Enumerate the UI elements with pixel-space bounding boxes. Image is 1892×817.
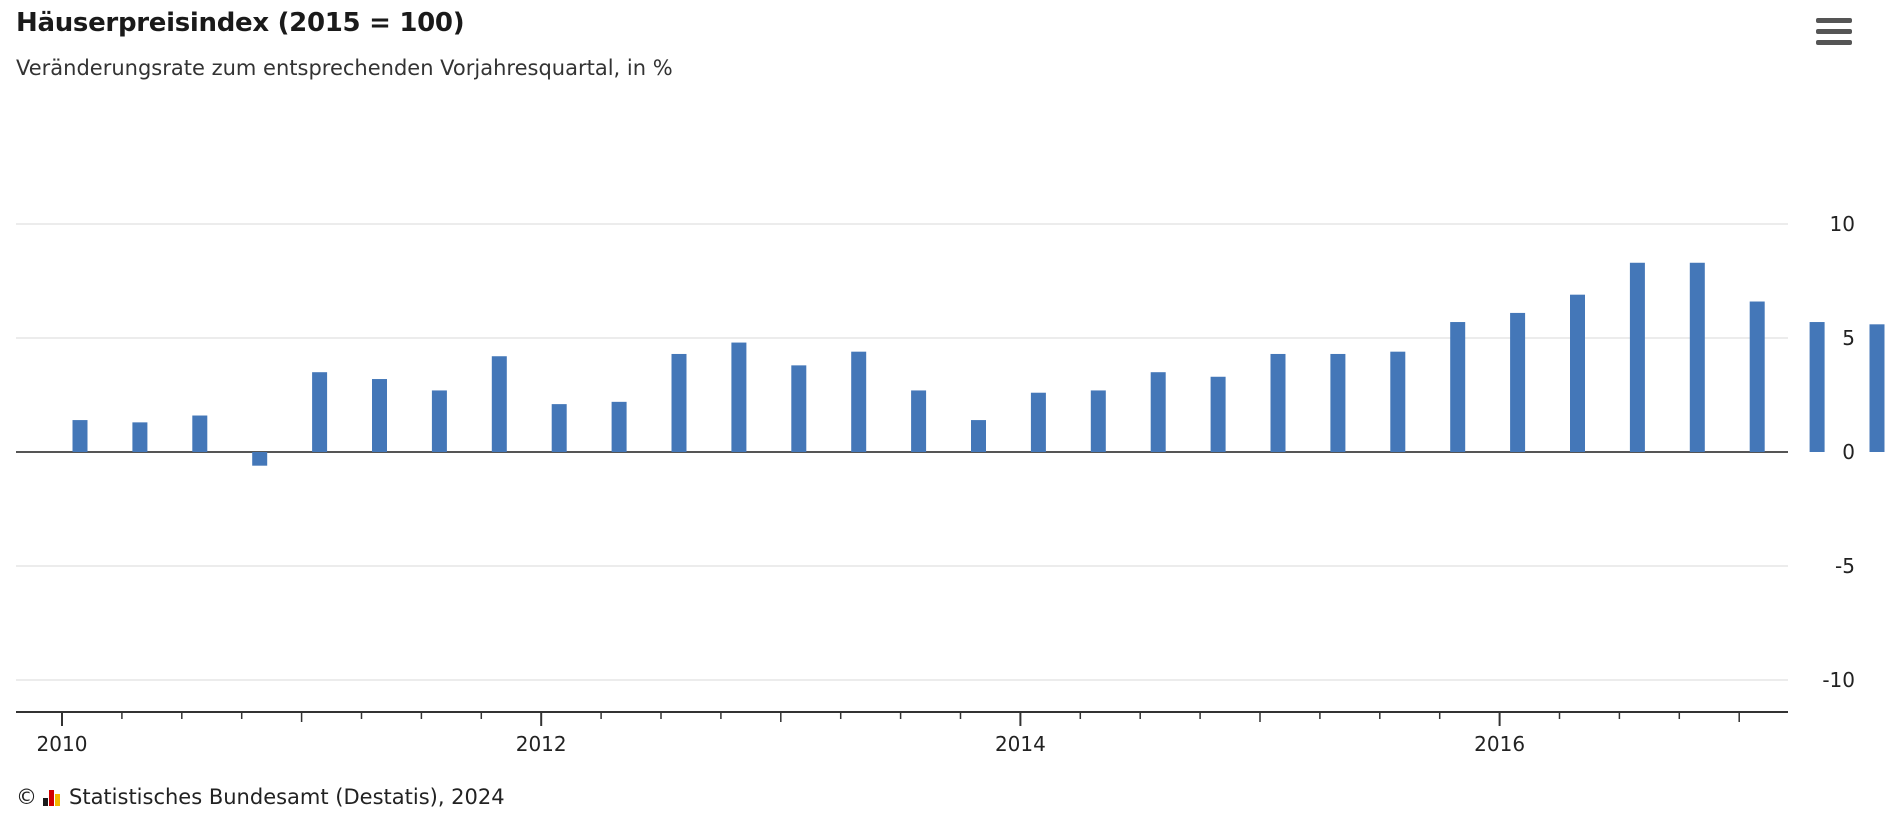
destatis-logo-icon <box>41 788 63 806</box>
grid-lines <box>16 223 1788 681</box>
bar-2015-Q2 <box>1330 353 1346 452</box>
bar-2017-Q3 <box>1869 324 1885 452</box>
copyright-symbol: © <box>16 785 37 809</box>
x-tick-label: 2010 <box>37 732 88 756</box>
bar-2014-Q1 <box>1030 392 1046 452</box>
bar-2012-Q3 <box>671 353 687 452</box>
x-axis: 20102012201420162018202020222024 <box>16 711 1788 756</box>
bar-2011-Q4 <box>491 356 507 452</box>
bar-2014-Q3 <box>1150 372 1166 452</box>
chart-subtitle: Veränderungsrate zum entsprechenden Vorj… <box>16 56 673 80</box>
bar-2013-Q3 <box>911 390 927 452</box>
y-tick-label: -10 <box>1822 668 1855 692</box>
bars <box>72 262 1885 466</box>
y-tick-label: 10 <box>1830 212 1855 236</box>
menu-line-icon <box>1816 29 1852 34</box>
bar-2010-Q1 <box>72 420 88 452</box>
bar-2013-Q1 <box>791 365 807 452</box>
bar-2011-Q2 <box>372 379 387 452</box>
bar-2010-Q4 <box>252 452 268 466</box>
bar-2015-Q3 <box>1390 351 1406 452</box>
bar-2012-Q1 <box>551 404 567 452</box>
bar-2016-Q4 <box>1689 262 1705 452</box>
bar-2011-Q1 <box>312 372 328 452</box>
bar-2014-Q4 <box>1210 376 1226 452</box>
bar-2012-Q2 <box>611 401 627 452</box>
bar-2016-Q2 <box>1570 294 1585 452</box>
bar-2010-Q2 <box>132 422 148 452</box>
y-tick-label: -5 <box>1835 554 1855 578</box>
x-tick-label: 2016 <box>1474 732 1525 756</box>
menu-line-icon <box>1816 18 1852 23</box>
bar-chart: 20102012201420162018202020222024 1050-5-… <box>16 212 1885 756</box>
hamburger-menu-icon[interactable] <box>1816 18 1852 48</box>
source-text: Statistisches Bundesamt (Destatis), 2024 <box>69 785 505 809</box>
bar-2013-Q2 <box>851 351 867 452</box>
bar-2015-Q4 <box>1450 322 1466 452</box>
bar-2013-Q4 <box>971 420 986 452</box>
bar-2015-Q1 <box>1270 353 1286 452</box>
bar-2011-Q3 <box>431 390 447 452</box>
bar-2016-Q3 <box>1629 262 1645 452</box>
bar-2014-Q2 <box>1090 390 1106 452</box>
menu-line-icon <box>1816 40 1852 45</box>
bar-2017-Q1 <box>1749 301 1765 452</box>
bar-2012-Q4 <box>731 342 747 452</box>
bar-2017-Q2 <box>1809 322 1825 452</box>
x-tick-label: 2012 <box>516 732 567 756</box>
y-tick-label: 0 <box>1842 440 1855 464</box>
y-tick-label: 5 <box>1842 326 1855 350</box>
chart-title: Häuserpreisindex (2015 = 100) <box>16 8 465 38</box>
y-axis-labels: 10 5 0 -5 -10 <box>1822 212 1855 692</box>
source-footer: © Statistisches Bundesamt (Destatis), 20… <box>16 785 505 809</box>
bar-2010-Q3 <box>192 415 208 452</box>
bar-2016-Q1 <box>1510 312 1526 452</box>
x-tick-label: 2014 <box>995 732 1046 756</box>
